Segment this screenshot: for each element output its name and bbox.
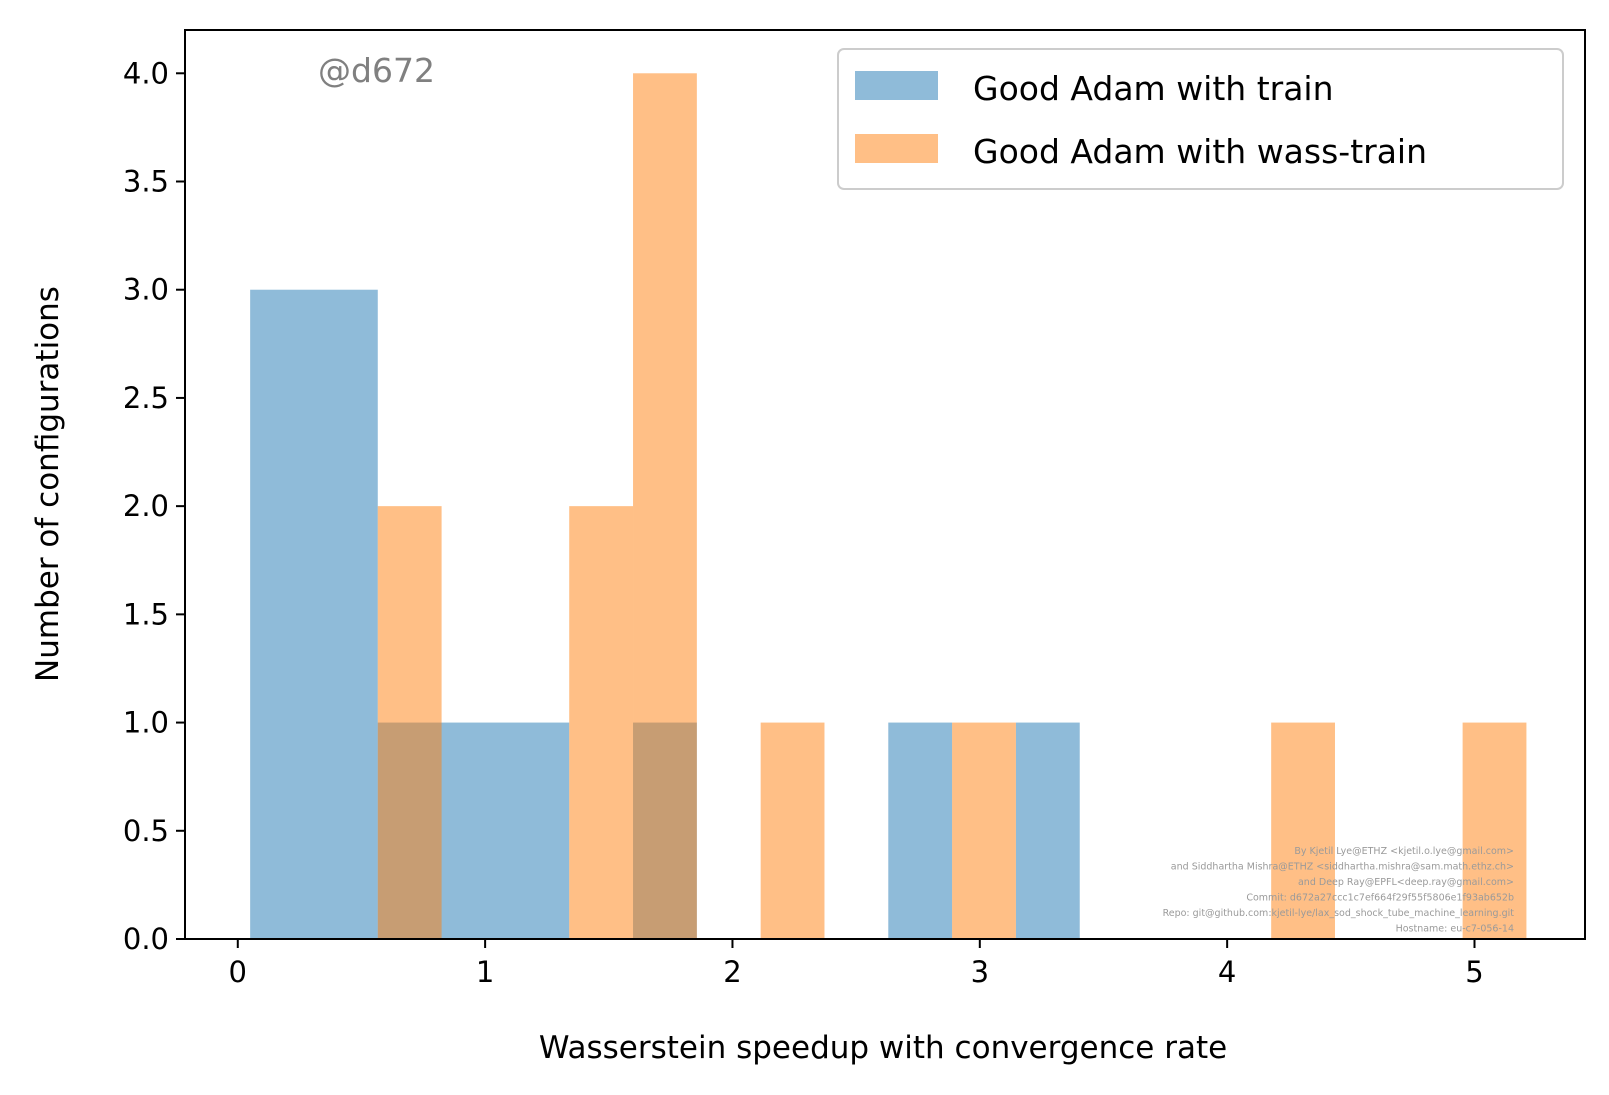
legend-swatch-wass-train bbox=[855, 134, 938, 163]
bar-train-4 bbox=[1015, 722, 1080, 939]
y-tick-label: 2.5 bbox=[123, 381, 169, 415]
credits-line: Hostname: eu-c7-056-14 bbox=[1396, 924, 1514, 935]
x-axis-label: Wasserstein speedup with convergence rat… bbox=[539, 1030, 1227, 1066]
y-tick-label: 2.0 bbox=[123, 489, 169, 523]
y-tick-label: 3.5 bbox=[123, 165, 169, 199]
credits-block: By Kjetil Lye@ETHZ <kjetil.o.lye@gmail.c… bbox=[1163, 846, 1515, 935]
bar-wass-train-0 bbox=[377, 506, 442, 939]
bar-wass-train-4 bbox=[952, 722, 1016, 939]
bar-wass-train-3 bbox=[760, 722, 825, 939]
x-tick-label: 4 bbox=[1218, 955, 1236, 989]
y-tick-label: 0.5 bbox=[123, 814, 169, 848]
x-tick-label: 1 bbox=[476, 955, 494, 989]
bar-wass-train-5 bbox=[1271, 722, 1335, 939]
y-tick-label: 4.0 bbox=[123, 56, 169, 90]
bar-wass-train-6 bbox=[1462, 722, 1527, 939]
x-tick-label: 2 bbox=[723, 955, 741, 989]
legend-frame bbox=[837, 48, 1564, 190]
series-wass-train-bars bbox=[377, 73, 1527, 940]
credits-line: Repo: git@github.com:kjetil-lye/lax_sod_… bbox=[1163, 908, 1515, 919]
credits-line: Commit: d672a27ccc1c7ef664f29f55f5806e1f… bbox=[1246, 893, 1514, 904]
x-tick-label: 0 bbox=[229, 955, 247, 989]
legend-label-wass-train: Good Adam with wass-train bbox=[973, 132, 1427, 171]
y-tick-label: 1.0 bbox=[123, 706, 169, 740]
legend-swatch-train bbox=[855, 71, 938, 100]
legend: Good Adam with train Good Adam with wass… bbox=[837, 48, 1564, 190]
credits-line: By Kjetil Lye@ETHZ <kjetil.o.lye@gmail.c… bbox=[1294, 846, 1514, 857]
y-axis-label: Number of configurations bbox=[30, 286, 66, 682]
credits-line: and Deep Ray@EPFL<deep.ray@gmail.com> bbox=[1298, 877, 1514, 888]
bar-train-0 bbox=[250, 289, 378, 939]
y-tick-label: 1.5 bbox=[123, 597, 169, 631]
watermark-annotation: @d672 bbox=[318, 51, 435, 90]
credits-line: and Siddhartha Mishra@ETHZ <siddhartha.m… bbox=[1171, 862, 1514, 873]
bar-wass-train-1 bbox=[569, 506, 634, 939]
x-tick-label: 5 bbox=[1465, 955, 1483, 989]
plot-frame bbox=[184, 29, 1586, 940]
y-tick-label: 0.0 bbox=[123, 922, 169, 956]
bar-train-3 bbox=[888, 722, 953, 939]
x-tick-label: 3 bbox=[971, 955, 989, 989]
bar-wass-train-2 bbox=[633, 73, 697, 940]
y-tick-label: 3.0 bbox=[123, 273, 169, 307]
axes: 0 1 2 3 4 5 0.0 0.5 1.0 1.5 2.0 2.5 3.0 3.5 4.0 bbox=[123, 29, 1586, 989]
legend-label-train: Good Adam with train bbox=[973, 69, 1334, 108]
